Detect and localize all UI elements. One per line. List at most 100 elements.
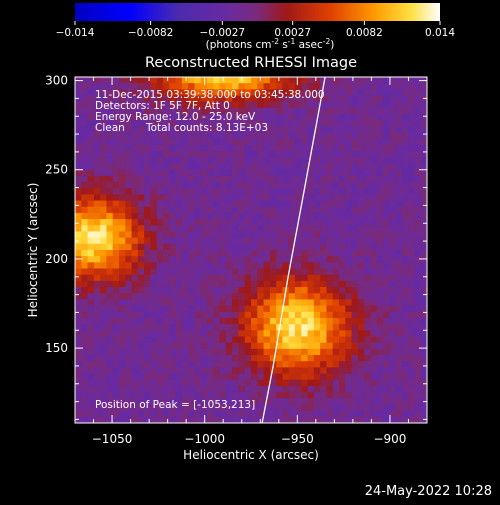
- heatmap-cell: [313, 126, 321, 134]
- heatmap-cell: [320, 348, 327, 356]
- heatmap-cell: [156, 373, 164, 381]
- heatmap-cell: [364, 169, 371, 177]
- heatmap-cell: [200, 107, 208, 115]
- heatmap-cell: [213, 385, 220, 393]
- heatmap-cell: [251, 151, 258, 158]
- heatmap-cell: [269, 101, 277, 109]
- heatmap-cell: [389, 342, 396, 350]
- heatmap-cell: [175, 268, 183, 276]
- heatmap-cell: [175, 231, 183, 239]
- heatmap-cell: [389, 404, 396, 412]
- heatmap-cell: [106, 280, 114, 288]
- heatmap-cell: [420, 212, 427, 220]
- heatmap-cell: [370, 169, 378, 177]
- heatmap-cell: [156, 367, 164, 374]
- heatmap-cell: [345, 317, 352, 325]
- heatmap-cell: [345, 274, 352, 282]
- heatmap-cell: [188, 237, 195, 245]
- heatmap-cell: [112, 200, 120, 208]
- heatmap-cell: [181, 305, 189, 313]
- heatmap-cell: [87, 138, 95, 146]
- heatmap-cell: [200, 324, 208, 331]
- heatmap-cell: [408, 392, 415, 399]
- heatmap-cell: [244, 280, 252, 288]
- heatmap-cell: [263, 311, 271, 319]
- heatmap-cell: [332, 182, 340, 189]
- heatmap-cell: [370, 95, 378, 103]
- heatmap-cell: [257, 120, 264, 127]
- heatmap-cell: [326, 256, 334, 263]
- heatmap-cell: [93, 157, 101, 164]
- heatmap-cell: [194, 367, 202, 374]
- heatmap-cell: [181, 83, 189, 90]
- heatmap-cell: [351, 355, 359, 362]
- heatmap-cell: [81, 200, 88, 208]
- heatmap-cell: [320, 219, 327, 226]
- heatmap-cell: [93, 305, 101, 313]
- heatmap-cell: [213, 324, 220, 331]
- heatmap-cell: [112, 379, 120, 387]
- heatmap-cell: [295, 287, 302, 294]
- heatmap-cell: [364, 188, 371, 195]
- heatmap-cell: [420, 169, 427, 177]
- heatmap-cell: [125, 138, 132, 146]
- heatmap-cell: [282, 379, 290, 387]
- heatmap-cell: [200, 355, 208, 362]
- heatmap-cell: [282, 77, 290, 84]
- heatmap-cell: [93, 367, 101, 374]
- heatmap-cell: [125, 95, 132, 103]
- heatmap-cell: [269, 219, 277, 226]
- heatmap-cell: [282, 182, 290, 189]
- heatmap-cell: [332, 114, 340, 121]
- heatmap-cell: [357, 280, 365, 288]
- heatmap-cell: [395, 212, 403, 220]
- heatmap-cell: [238, 268, 246, 276]
- heatmap-cell: [207, 355, 214, 362]
- heatmap-cell: [395, 175, 403, 183]
- heatmap-cell: [389, 200, 396, 208]
- heatmap-cell: [156, 107, 164, 115]
- heatmap-cell: [119, 138, 126, 146]
- heatmap-cell: [320, 274, 327, 282]
- heatmap-cell: [207, 200, 214, 208]
- heatmap-cell: [414, 287, 422, 294]
- heatmap-cell: [414, 373, 422, 381]
- heatmap-cell: [301, 157, 308, 164]
- heatmap-cell: [194, 219, 202, 226]
- heatmap-cell: [119, 330, 126, 337]
- heatmap-cell: [383, 311, 390, 319]
- heatmap-cell: [119, 317, 126, 325]
- heatmap-cell: [364, 132, 371, 140]
- heatmap-cell: [150, 367, 158, 374]
- heatmap-cell: [244, 373, 252, 381]
- heatmap-cell: [313, 305, 321, 313]
- heatmap-cell: [345, 101, 352, 109]
- heatmap-cell: [414, 89, 422, 96]
- heatmap-cell: [100, 169, 107, 177]
- heatmap-cell: [288, 311, 296, 319]
- heatmap-cell: [420, 287, 427, 294]
- heatmap-cell: [376, 237, 384, 245]
- heatmap-cell: [75, 256, 82, 263]
- y-tick-label: 200: [45, 252, 68, 266]
- heatmap-cell: [251, 404, 258, 412]
- heatmap-cell: [207, 311, 214, 319]
- heatmap-cell: [238, 250, 246, 257]
- heatmap-cell: [150, 120, 158, 127]
- heatmap-cell: [269, 250, 277, 257]
- heatmap-cell: [194, 107, 202, 115]
- heatmap-cell: [251, 231, 258, 239]
- heatmap-cell: [194, 355, 202, 362]
- heatmap-cell: [181, 188, 189, 195]
- heatmap-cell: [163, 410, 170, 418]
- heatmap-cell: [144, 404, 151, 412]
- heatmap-cell: [332, 367, 340, 374]
- heatmap-cell: [282, 416, 290, 423]
- heatmap-cell: [345, 305, 352, 313]
- heatmap-cell: [207, 367, 214, 374]
- heatmap-cell: [307, 404, 315, 412]
- heatmap-cell: [137, 200, 145, 208]
- heatmap-cell: [313, 83, 321, 90]
- heatmap-cell: [376, 385, 384, 393]
- heatmap-cell: [144, 163, 151, 171]
